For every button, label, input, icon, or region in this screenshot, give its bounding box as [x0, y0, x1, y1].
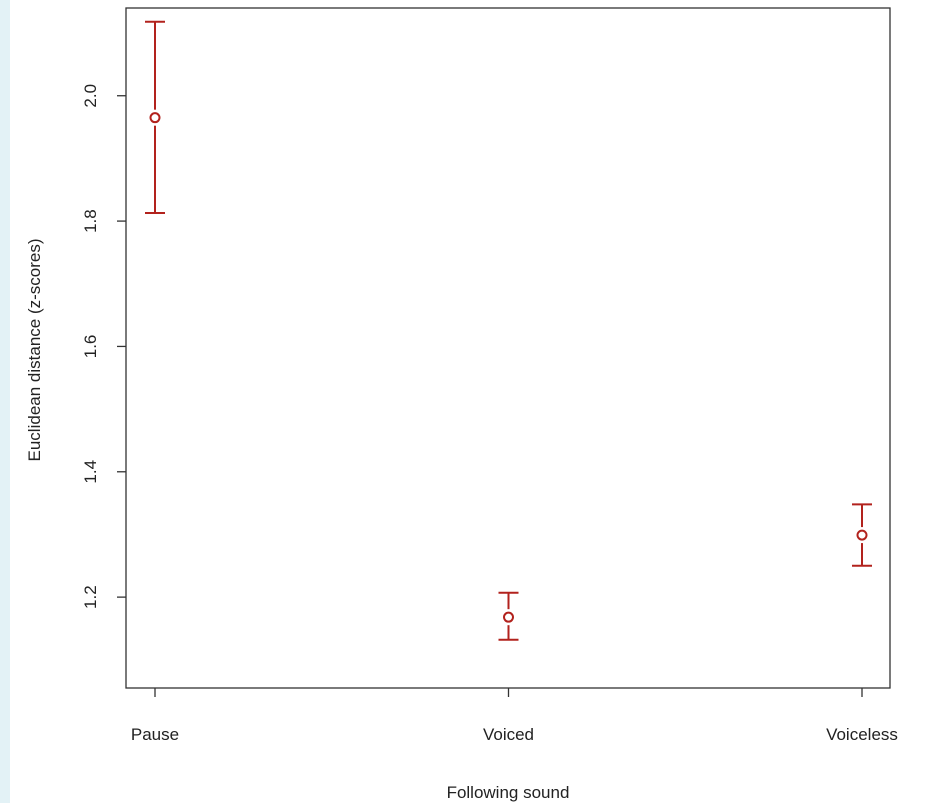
x-tick-label-voiced: Voiced — [483, 725, 534, 744]
y-axis: 1.2 1.4 1.6 1.8 2.0 — [81, 84, 126, 609]
mean-point-pause — [149, 112, 161, 124]
y-tick-label-1-2: 1.2 — [81, 585, 100, 609]
error-bar-pause — [145, 20, 165, 214]
x-tick-label-voiceless: Voiceless — [826, 725, 898, 744]
y-tick-label-1-6: 1.6 — [81, 335, 100, 359]
y-tick-label-2-0: 2.0 — [81, 84, 100, 108]
x-axis-title: Following sound — [447, 783, 570, 802]
y-axis-title: Euclidean distance (z-scores) — [25, 239, 44, 462]
error-bar-voiceless — [852, 503, 872, 567]
x-tick-label-pause: Pause — [131, 725, 179, 744]
mean-point-voiced — [503, 611, 514, 623]
plot-frame — [125, 7, 891, 689]
x-axis: Pause Voiced Voiceless — [131, 688, 898, 744]
page-left-strip — [0, 0, 10, 803]
data-marks — [145, 20, 872, 641]
mean-point-voiceless — [856, 529, 868, 541]
error-bar-voiced — [498, 591, 519, 641]
y-tick-label-1-8: 1.8 — [81, 209, 100, 233]
y-tick-label-1-4: 1.4 — [81, 460, 100, 484]
